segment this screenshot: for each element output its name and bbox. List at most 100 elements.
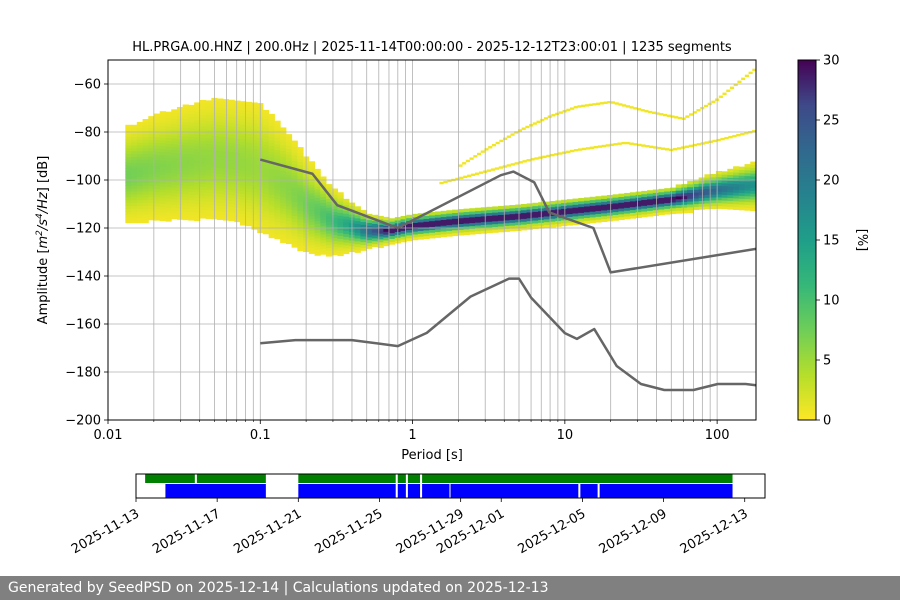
heat-cell	[400, 227, 407, 231]
heat-cell	[291, 232, 298, 237]
heat-cell	[308, 244, 316, 249]
heat-cell	[744, 195, 751, 200]
heat-cell	[595, 213, 602, 217]
heat-cell	[738, 192, 746, 196]
heat-cell	[670, 204, 677, 209]
heat-cell	[549, 203, 556, 208]
heat-cell	[188, 182, 195, 187]
heat-cell	[240, 150, 247, 154]
spurious-cell	[664, 148, 670, 151]
heat-cell	[125, 153, 132, 157]
heat-cell	[308, 218, 316, 223]
heat-cell	[308, 167, 316, 171]
heat-cell	[251, 157, 258, 161]
heat-cell	[280, 202, 287, 206]
heat-cell	[337, 249, 344, 254]
heat-cell	[687, 192, 694, 196]
heat-cell	[492, 229, 499, 233]
heat-cell	[245, 107, 252, 111]
spurious-cell	[573, 149, 579, 152]
heat-cell	[217, 133, 224, 137]
heat-cell	[125, 193, 132, 198]
heat-cell	[744, 187, 751, 191]
heat-cell	[194, 188, 201, 193]
heat-cell	[245, 116, 252, 120]
heat-cell	[262, 156, 270, 160]
spurious-cell	[637, 143, 642, 147]
heat-cell	[165, 143, 172, 147]
heat-cell	[715, 185, 723, 189]
heat-cell	[285, 183, 293, 187]
heat-cell	[744, 190, 751, 194]
heat-cell	[658, 197, 665, 201]
heat-cell	[165, 198, 172, 202]
heat-cell	[584, 217, 591, 221]
heat-cell	[171, 192, 178, 197]
heat-cell	[658, 194, 665, 198]
heat-cell	[217, 202, 224, 206]
heat-cell	[245, 142, 252, 146]
heat-cell	[710, 188, 717, 192]
heat-cell	[698, 191, 705, 196]
heat-cell	[589, 216, 596, 221]
heat-cell	[360, 247, 367, 251]
heat-cell	[308, 164, 316, 168]
spurious-cell	[703, 104, 709, 108]
spurious-cell	[596, 102, 601, 106]
heat-cell	[291, 172, 298, 176]
heat-cell	[251, 194, 258, 198]
heat-cell	[171, 198, 178, 202]
heat-cell	[165, 175, 172, 179]
heat-cell	[262, 135, 270, 140]
heat-cell	[217, 144, 224, 148]
heat-cell	[727, 186, 734, 190]
heat-cell	[159, 142, 166, 147]
y-tick-label: −80	[74, 126, 101, 141]
heat-cell	[188, 153, 195, 158]
heat-cell	[400, 221, 407, 226]
heat-cell	[383, 234, 390, 238]
spurious-cell	[663, 113, 668, 117]
heat-cell	[331, 220, 338, 224]
heat-cell	[589, 211, 596, 215]
heat-cell	[262, 132, 270, 137]
heat-cell	[371, 214, 379, 219]
heat-cell	[268, 157, 275, 161]
heat-cell	[738, 166, 746, 171]
heat-cell	[245, 188, 252, 192]
heat-cell	[446, 216, 453, 220]
heat-cell	[194, 180, 201, 184]
heat-cell	[331, 237, 338, 241]
heat-cell	[159, 114, 166, 118]
heat-cell	[171, 204, 178, 208]
spurious-cell	[447, 179, 452, 183]
heat-cell	[240, 106, 247, 111]
heat-cell	[715, 182, 723, 186]
heat-cell	[199, 166, 207, 170]
timeline-ticks: 2025-11-13 2025-11-17 2025-11-21 2025-11-25…	[69, 498, 751, 557]
heat-cell	[492, 215, 499, 219]
heat-cell	[658, 188, 665, 193]
heat-cell	[165, 114, 172, 118]
heat-cell	[262, 127, 270, 131]
heat-cell	[142, 153, 149, 157]
heat-cell	[670, 193, 677, 197]
heat-cell	[194, 128, 201, 132]
heat-cell	[698, 203, 705, 207]
heat-cell	[240, 127, 247, 131]
heat-cell	[182, 176, 189, 180]
heat-cell	[297, 233, 304, 237]
heat-cell	[498, 217, 505, 221]
heat-cell	[125, 133, 132, 137]
spurious-cell	[607, 101, 612, 104]
heat-cell	[280, 170, 287, 175]
heat-cell	[136, 168, 144, 172]
heat-cell	[331, 205, 338, 210]
heat-cell	[154, 205, 161, 210]
heat-cell	[245, 122, 252, 126]
heat-cell	[217, 104, 224, 108]
heat-cell	[245, 179, 252, 183]
heat-cell	[652, 195, 660, 199]
heat-cell	[205, 198, 212, 202]
heat-cell	[234, 172, 241, 176]
